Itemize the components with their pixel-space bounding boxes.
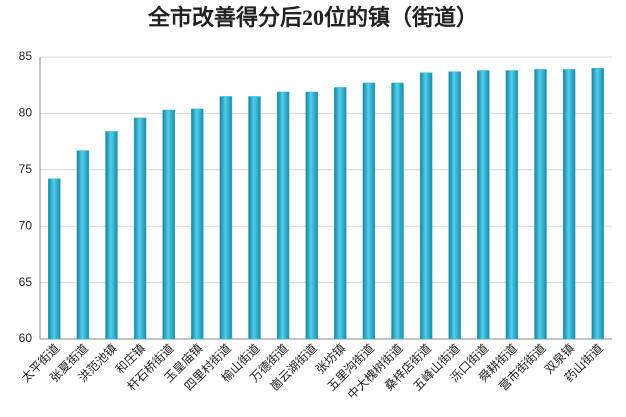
bar [133,117,147,340]
bar [48,178,61,340]
bar [191,108,204,340]
y-tick-label: 70 [19,218,33,232]
bar [76,150,90,340]
bar [276,91,290,340]
bar [448,71,461,340]
bar [162,109,175,340]
bar [419,72,433,340]
y-tick-label: 75 [19,162,33,176]
y-tick-label: 85 [19,49,33,63]
y-tick-label: 65 [19,275,33,289]
bar [105,131,118,340]
bar [305,91,318,340]
bar [505,70,519,340]
bar [591,68,604,340]
bar [534,69,547,340]
bar [477,70,490,340]
bar [248,96,261,340]
bar [334,87,347,340]
y-tick-label: 80 [19,106,33,120]
bar [219,96,233,340]
bar [362,82,376,340]
bar [391,82,404,340]
bar [562,69,576,340]
y-tick-label: 60 [19,331,33,345]
chart-title: 全市改善得分后20位的镇（街道） [147,5,478,30]
